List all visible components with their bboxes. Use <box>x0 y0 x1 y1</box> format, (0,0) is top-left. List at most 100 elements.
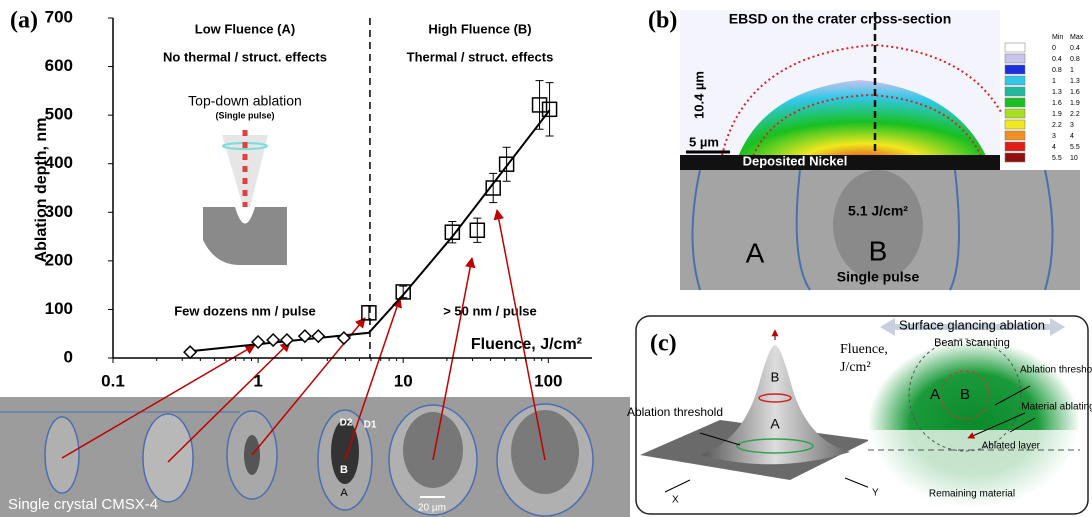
label: Deposited Nickel <box>743 153 848 168</box>
legend-value: 10 <box>1070 155 1078 162</box>
y-tick-label: 500 <box>45 105 73 124</box>
legend-value: 4 <box>1070 133 1074 140</box>
legend-value: 2.2 <box>1052 122 1062 129</box>
label: Ablated layer <box>982 441 1041 452</box>
legend-swatch <box>1005 98 1025 107</box>
point <box>267 334 279 346</box>
error-bar <box>473 218 481 242</box>
x-tick-label: 10 <box>394 371 413 390</box>
legend-value: 0.8 <box>1052 67 1062 74</box>
annotation: No thermal / struct. effects <box>163 49 327 64</box>
annotation: High Fluence (B) <box>428 21 531 36</box>
label: A <box>746 237 765 268</box>
y-tick-label: 700 <box>45 7 73 26</box>
label: B <box>340 464 348 476</box>
label: Material ablating <box>1021 402 1092 413</box>
legend-value: 2.2 <box>1070 111 1080 118</box>
label: A <box>930 386 940 403</box>
legend-swatch <box>1005 87 1025 96</box>
x-axis-label: Fluence, J/cm² <box>471 336 582 353</box>
caption: Single crystal CMSX-4 <box>8 496 158 513</box>
label: B <box>960 386 970 403</box>
inset-drawing <box>203 130 287 265</box>
label: Y <box>872 488 879 499</box>
legend-value: 1 <box>1070 67 1074 74</box>
legend-swatch <box>1005 109 1025 118</box>
ebsd-legend: Min Max 0 0.4 0.4 0.8 0.8 1 1 1.3 1.3 1.6 1.6 1.9 1.9 2… <box>1002 30 1084 170</box>
panel-label: (a) <box>10 8 38 34</box>
annotation: Low Fluence (A) <box>195 21 295 36</box>
legend-header: Min <box>1052 34 1063 41</box>
legend-swatch <box>1005 65 1025 74</box>
label: Single pulse <box>837 269 920 285</box>
legend-swatch <box>1005 54 1025 63</box>
y-tick-label: 200 <box>45 250 73 269</box>
label: Fluence, <box>840 342 888 357</box>
legend-value: 1.6 <box>1052 100 1062 107</box>
label: J/cm² <box>840 360 871 375</box>
legend-value: 4 <box>1052 144 1056 151</box>
x-tick-label: 100 <box>534 371 562 390</box>
y-axis-label: Ablation depth, nm <box>33 118 50 263</box>
y-tick-label: 100 <box>45 299 73 318</box>
annotation: Top-down ablation <box>188 93 302 109</box>
error-bar <box>503 147 511 181</box>
label: Ablation threshold <box>1020 365 1092 376</box>
y-tick-label: 0 <box>64 347 73 366</box>
annotation: > 50 nm / pulse <box>443 303 537 318</box>
legend-value: 0 <box>1052 45 1056 52</box>
legend-value: 1.6 <box>1070 89 1080 96</box>
legend-swatch <box>1005 120 1025 129</box>
label: D1 <box>364 420 377 431</box>
label: A <box>770 416 780 432</box>
label: D2 <box>340 418 353 429</box>
legend-swatch <box>1005 76 1025 85</box>
label: Remaining material <box>929 489 1015 500</box>
y-tick-label: 600 <box>45 56 73 75</box>
point <box>338 332 350 344</box>
y-tick-label: 300 <box>45 202 73 221</box>
label: B <box>869 235 888 266</box>
label: X <box>672 495 679 506</box>
x-tick-label: 0.1 <box>101 371 125 390</box>
panel-label: (b) <box>648 8 677 34</box>
label: B <box>771 369 780 384</box>
label: Ablation threshold <box>627 405 723 419</box>
legend-value: 3 <box>1052 133 1056 140</box>
legend-value: 1.9 <box>1052 111 1062 118</box>
annotation: Thermal / struct. effects <box>407 49 554 64</box>
legend-value: 1.3 <box>1070 78 1080 85</box>
label: Beam scanning <box>934 337 1010 349</box>
legend-value: 5.5 <box>1070 144 1080 151</box>
legend-value: 0.8 <box>1070 56 1080 63</box>
label: Surface glancing ablation <box>899 317 1045 332</box>
legend-value: 1.3 <box>1052 89 1062 96</box>
legend-swatch <box>1005 131 1025 140</box>
legend-swatch <box>1005 43 1025 52</box>
label: 5 µm <box>689 134 719 149</box>
legend-swatch <box>1005 153 1025 162</box>
legend-value: 0.4 <box>1052 56 1062 63</box>
label: 5.1 J/cm² <box>848 203 908 219</box>
legend-swatch <box>1005 142 1025 151</box>
error-bar <box>365 306 373 321</box>
x-tick-label: 1 <box>253 371 262 390</box>
legend-value: 1 <box>1052 78 1056 85</box>
legend-value: 3 <box>1070 122 1074 129</box>
point <box>184 346 196 358</box>
label: 10.4 µm <box>691 71 706 119</box>
point <box>281 334 293 346</box>
legend-value: 0.4 <box>1070 45 1080 52</box>
annotation: Few dozens nm / pulse <box>174 303 316 318</box>
point <box>312 330 324 342</box>
legend-value: 1.9 <box>1070 100 1080 107</box>
y-tick-label: 400 <box>45 153 73 172</box>
annotation: (Single pulse) <box>215 110 274 120</box>
legend-header: Max <box>1070 34 1084 41</box>
panel-label: (c) <box>650 331 677 357</box>
panel-title: EBSD on the crater cross-section <box>729 11 952 27</box>
figure: (a) Ablation depth, nm Fluence, J/cm² Lo… <box>0 0 1092 517</box>
label: A <box>340 487 348 499</box>
scale-label: 20 µm <box>418 503 446 514</box>
legend-value: 5.5 <box>1052 155 1062 162</box>
